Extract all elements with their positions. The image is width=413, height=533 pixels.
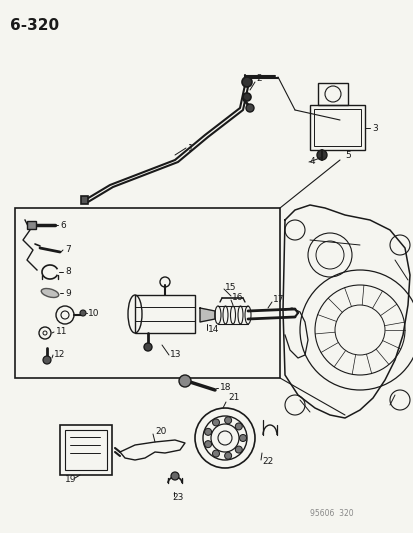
Bar: [313, 109, 360, 146]
Circle shape: [204, 441, 211, 448]
Text: 19: 19: [65, 475, 76, 484]
Circle shape: [245, 104, 254, 112]
Text: 1: 1: [188, 143, 193, 152]
Text: 15: 15: [224, 282, 236, 292]
Text: 3: 3: [371, 124, 377, 133]
Text: 2: 2: [255, 74, 261, 83]
Text: 18: 18: [219, 384, 231, 392]
Text: 10: 10: [88, 309, 99, 318]
Circle shape: [242, 93, 250, 101]
Circle shape: [212, 419, 219, 426]
Circle shape: [171, 472, 178, 480]
Circle shape: [235, 446, 242, 453]
Circle shape: [242, 77, 252, 87]
Bar: [135, 295, 195, 333]
Text: 8: 8: [65, 268, 71, 277]
Circle shape: [204, 429, 211, 435]
Circle shape: [235, 423, 242, 430]
Bar: [65, 430, 107, 470]
Text: 20: 20: [154, 427, 166, 437]
Bar: [317, 83, 347, 105]
Circle shape: [80, 310, 86, 316]
Text: 22: 22: [261, 457, 273, 466]
Ellipse shape: [41, 288, 59, 297]
Text: 16: 16: [231, 294, 243, 303]
Text: 13: 13: [170, 351, 181, 359]
Text: 7: 7: [65, 246, 71, 254]
Circle shape: [239, 434, 246, 441]
Text: 14: 14: [207, 326, 219, 335]
Text: 95606  320: 95606 320: [309, 509, 353, 518]
Text: 11: 11: [56, 327, 67, 336]
Text: 6: 6: [60, 221, 66, 230]
Bar: [81, 196, 88, 204]
Bar: [309, 105, 364, 150]
Circle shape: [43, 356, 51, 364]
Bar: [15, 208, 279, 378]
Circle shape: [212, 450, 219, 457]
Polygon shape: [199, 308, 214, 322]
Text: 21: 21: [228, 393, 239, 402]
Text: 23: 23: [171, 494, 183, 503]
Circle shape: [316, 150, 326, 160]
Bar: [27, 221, 36, 229]
Text: 4: 4: [309, 157, 315, 166]
Circle shape: [224, 417, 231, 424]
Text: 5: 5: [344, 150, 350, 159]
Circle shape: [144, 343, 152, 351]
Text: 9: 9: [65, 288, 71, 297]
Circle shape: [224, 452, 231, 459]
Text: 17: 17: [272, 295, 284, 304]
Text: 12: 12: [54, 351, 65, 359]
Circle shape: [178, 375, 190, 387]
Bar: [60, 425, 112, 475]
Text: 6-320: 6-320: [10, 18, 59, 33]
